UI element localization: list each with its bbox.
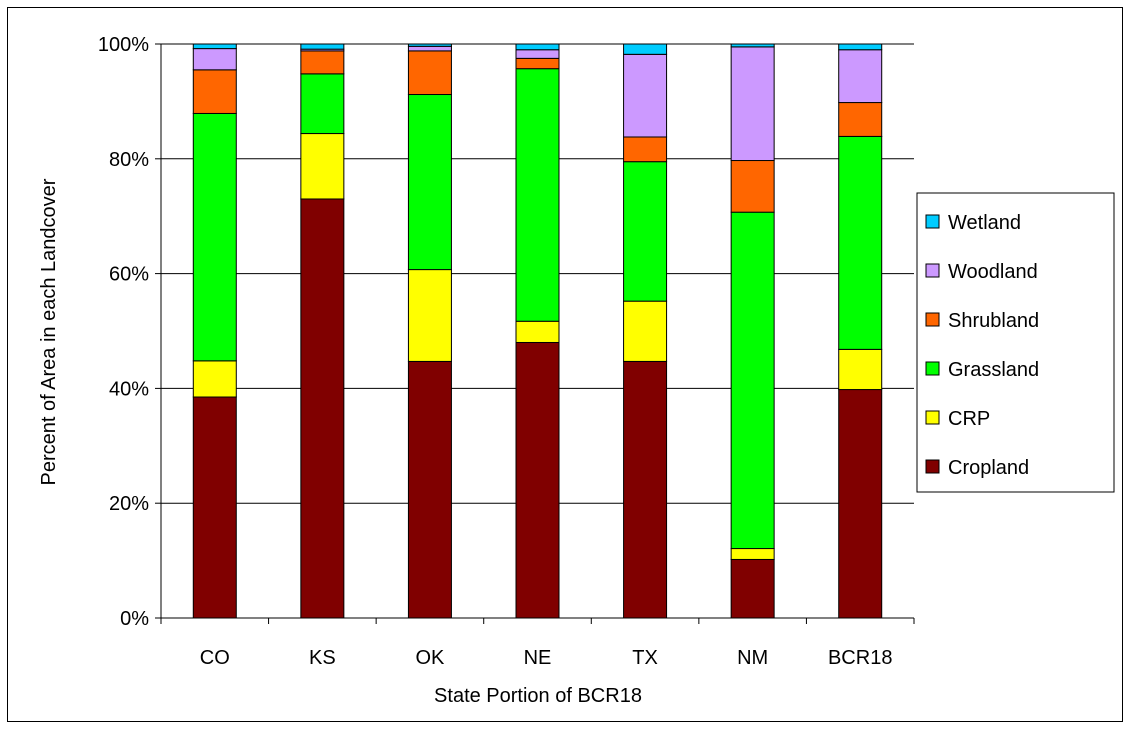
legend-label-shrubland: Shrubland	[948, 310, 1039, 332]
legend: Wetland Woodland Shrubland Grassland CRP Crop…	[916, 192, 1115, 493]
legend-label-wetland: Wetland	[948, 212, 1021, 234]
y-tick-label: 0%	[120, 608, 149, 630]
bar-segment-shrubland-bcr18	[838, 102, 883, 137]
bar-segment-shrubland-ks	[300, 50, 345, 75]
y-tick-label: 80%	[109, 149, 149, 171]
bar-segment-crp-ne	[515, 320, 560, 343]
legend-swatch-wetland	[925, 214, 940, 229]
bar-segment-cropland-nm	[730, 558, 775, 619]
bar-segment-shrubland-nm	[730, 160, 775, 213]
bar-segment-grassland-ks	[300, 73, 345, 135]
bar-segment-cropland-co	[192, 396, 237, 619]
legend-swatch-crp	[925, 410, 940, 425]
bar-segment-wetland-bcr18	[838, 43, 883, 51]
bar-segment-grassland-ne	[515, 68, 560, 322]
bar-segment-grassland-bcr18	[838, 135, 883, 350]
y-tick-label: 20%	[109, 493, 149, 515]
bar-segment-woodland-co	[192, 48, 237, 71]
legend-label-cropland: Cropland	[948, 457, 1029, 479]
x-tick-label: CO	[200, 647, 230, 669]
bar-segment-woodland-ne	[515, 49, 560, 59]
bar-segment-wetland-nm	[730, 43, 775, 48]
bar-segment-woodland-nm	[730, 46, 775, 162]
bar-segment-grassland-co	[192, 112, 237, 362]
x-tick-labels: CO KS OK NE TX NM BCR18	[200, 647, 893, 669]
bar-segment-shrubland-co	[192, 69, 237, 114]
bar-segment-cropland-ok	[407, 360, 452, 619]
bar-segment-cropland-ks	[300, 198, 345, 619]
bar-segment-grassland-nm	[730, 211, 775, 550]
bar-segment-shrubland-ok	[407, 50, 452, 96]
x-tick-label: KS	[309, 647, 336, 669]
legend-swatch-cropland	[925, 459, 940, 474]
legend-swatch-shrubland	[925, 312, 940, 327]
bar-segment-grassland-ok	[407, 94, 452, 271]
bars	[192, 43, 883, 619]
x-tick-label: TX	[632, 647, 658, 669]
y-tick-label: 100%	[98, 34, 149, 56]
axes	[155, 43, 915, 624]
x-tick-label: NM	[737, 647, 768, 669]
bar-segment-crp-ks	[300, 133, 345, 200]
bar-segment-woodland-ok	[407, 45, 452, 52]
bar-segment-crp-tx	[623, 300, 668, 362]
legend-label-crp: CRP	[948, 408, 990, 430]
y-tick-labels: 0% 20% 40% 60% 80% 100%	[98, 34, 149, 630]
bar-segment-crp-ok	[407, 269, 452, 362]
bar-segment-shrubland-tx	[623, 136, 668, 163]
bar-segment-woodland-tx	[623, 53, 668, 138]
bar-segment-wetland-co	[192, 43, 237, 50]
bar-segment-shrubland-ne	[515, 57, 560, 70]
x-tick-label: BCR18	[828, 647, 892, 669]
y-axis-title: Percent of Area in each Landcover	[38, 178, 60, 485]
legend-label-grassland: Grassland	[948, 359, 1039, 381]
legend-swatch-woodland	[925, 263, 940, 278]
bar-segment-grassland-tx	[623, 161, 668, 302]
y-tick-label: 60%	[109, 264, 149, 286]
x-tick-label: OK	[415, 647, 445, 669]
bar-segment-crp-bcr18	[838, 348, 883, 391]
bar-segment-wetland-ok	[407, 43, 452, 47]
x-tick-label: NE	[524, 647, 552, 669]
bar-segment-cropland-bcr18	[838, 389, 883, 619]
y-tick-label: 40%	[109, 378, 149, 400]
bar-segment-wetland-tx	[623, 43, 668, 55]
legend-swatch-grassland	[925, 361, 940, 376]
bar-segment-crp-co	[192, 360, 237, 398]
legend-box	[916, 192, 1115, 493]
bar-segment-wetland-ne	[515, 43, 560, 51]
x-axis-title: State Portion of BCR18	[434, 685, 642, 707]
bar-segment-wetland-ks	[300, 43, 345, 50]
legend-label-woodland: Woodland	[948, 261, 1038, 283]
bar-segment-cropland-tx	[623, 360, 668, 619]
bar-segment-cropland-ne	[515, 341, 560, 619]
bar-segment-woodland-bcr18	[838, 49, 883, 104]
bar-segment-crp-nm	[730, 548, 775, 560]
